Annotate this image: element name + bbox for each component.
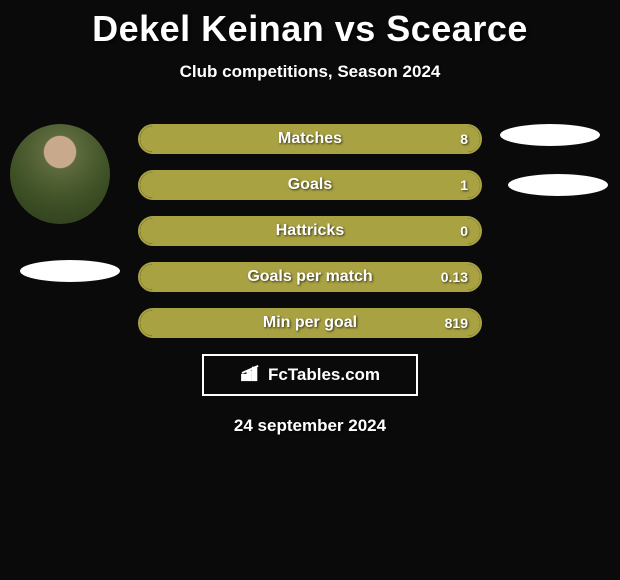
brand-text: FcTables.com	[268, 365, 380, 385]
comparison-panel: Matches8Goals1Hattricks0Goals per match0…	[0, 124, 620, 436]
stat-label: Min per goal	[140, 310, 480, 336]
stat-label: Hattricks	[140, 218, 480, 244]
stat-label: Matches	[140, 126, 480, 152]
player-left-avatar	[10, 124, 110, 224]
stat-row: Goals1	[138, 170, 482, 200]
stat-bars: Matches8Goals1Hattricks0Goals per match0…	[138, 124, 482, 338]
stat-value: 0	[460, 218, 468, 244]
player-left-shadow	[20, 260, 120, 282]
stat-label: Goals per match	[140, 264, 480, 290]
brand-badge: FcTables.com	[202, 354, 418, 396]
stat-value: 1	[460, 172, 468, 198]
stat-row: Min per goal819	[138, 308, 482, 338]
stat-row: Matches8	[138, 124, 482, 154]
stat-value: 0.13	[441, 264, 468, 290]
page-title: Dekel Keinan vs Scearce	[0, 0, 620, 50]
stat-label: Goals	[140, 172, 480, 198]
date-label: 24 september 2024	[0, 416, 620, 436]
stat-row: Goals per match0.13	[138, 262, 482, 292]
page-subtitle: Club competitions, Season 2024	[0, 62, 620, 82]
stat-row: Hattricks0	[138, 216, 482, 246]
stat-value: 819	[445, 310, 468, 336]
player-right-shadow-2	[508, 174, 608, 196]
chart-icon	[240, 364, 262, 387]
player-right-shadow-1	[500, 124, 600, 146]
stat-value: 8	[460, 126, 468, 152]
